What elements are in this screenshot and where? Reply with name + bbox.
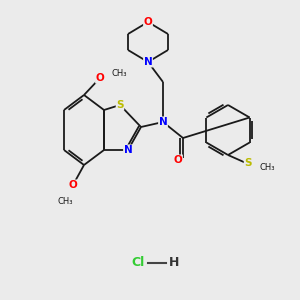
Text: Cl: Cl: [131, 256, 145, 269]
Text: CH₃: CH₃: [57, 197, 73, 206]
Text: O: O: [69, 180, 77, 190]
Text: N: N: [159, 117, 167, 127]
Text: N: N: [124, 145, 132, 155]
Text: O: O: [96, 73, 104, 83]
Text: O: O: [144, 17, 152, 27]
Text: S: S: [244, 158, 252, 168]
Text: H: H: [169, 256, 179, 269]
Text: O: O: [174, 155, 182, 165]
Text: N: N: [144, 57, 152, 67]
Text: S: S: [116, 100, 124, 110]
Text: CH₃: CH₃: [112, 68, 128, 77]
Text: CH₃: CH₃: [260, 163, 275, 172]
